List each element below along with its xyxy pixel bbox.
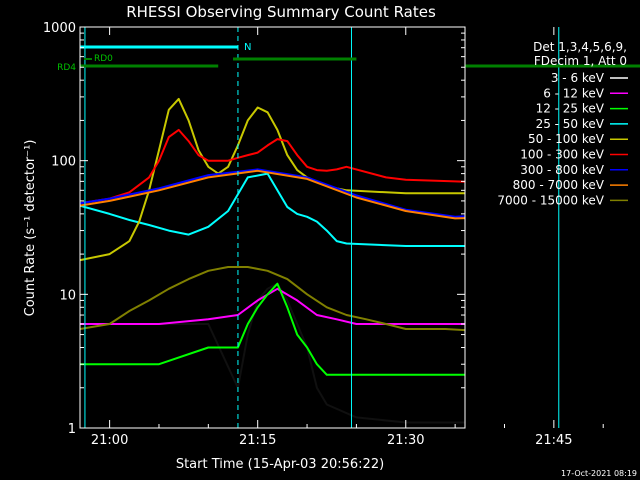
legend-label-4: 50 - 100 keV <box>528 132 605 146</box>
series-line-4 <box>80 97 465 262</box>
series-line-1 <box>80 287 465 325</box>
series-line-6 <box>80 168 465 218</box>
legend: Det 1,3,4,5,6,9,FDecim 1, Att 0 3 - 6 keV… <box>497 40 628 207</box>
legend-header-line: FDecim 1, Att 0 <box>534 54 627 68</box>
axis-layer: 21:0021:1521:3021:4522:0022:1522:3011010… <box>43 21 604 448</box>
y-tick-label: 1 <box>68 422 76 437</box>
decimation-label: RD0 <box>94 54 113 64</box>
x-tick-label: 21:45 <box>535 433 572 448</box>
annotation-layer: RD0RD4NS <box>57 27 640 428</box>
legend-label-3: 25 - 50 keV <box>536 117 605 131</box>
y-axis-label: Count Rate (s⁻¹ detector⁻¹) <box>23 140 38 317</box>
x-tick-label: 21:15 <box>239 433 276 448</box>
plot-frame <box>79 26 466 429</box>
x-axis-label: Start Time (15-Apr-03 20:56:22) <box>176 457 384 472</box>
y-tick-label: 1000 <box>43 21 76 36</box>
y-tick-label: 10 <box>59 288 76 303</box>
legend-label-5: 100 - 300 keV <box>520 148 604 162</box>
legend-label-0: 3 - 6 keV <box>551 71 605 85</box>
legend-label-7: 800 - 7000 keV <box>513 178 605 192</box>
legend-label-2: 12 - 25 keV <box>536 102 605 116</box>
series-line-7 <box>80 169 465 220</box>
night-marker-label: N <box>244 42 251 53</box>
legend-label-6: 300 - 800 keV <box>520 163 604 177</box>
series-line-8 <box>80 266 465 332</box>
chart-title: RHESSI Observing Summary Count Rates <box>126 3 436 21</box>
x-tick-label: 21:30 <box>387 433 424 448</box>
attenuator-label: RD4 <box>57 63 76 73</box>
footer-date: 17-Oct-2021 08:19 <box>561 469 637 478</box>
series-line-3 <box>80 172 465 247</box>
legend-label-1: 6 - 12 keV <box>543 86 605 100</box>
x-tick-label: 21:00 <box>91 433 128 448</box>
y-tick-label: 100 <box>51 155 76 170</box>
legend-header-line: Det 1,3,4,5,6,9, <box>533 40 627 54</box>
series-line-2 <box>80 282 465 376</box>
series-line-5 <box>80 128 465 205</box>
legend-label-8: 7000 - 15000 keV <box>497 193 604 207</box>
